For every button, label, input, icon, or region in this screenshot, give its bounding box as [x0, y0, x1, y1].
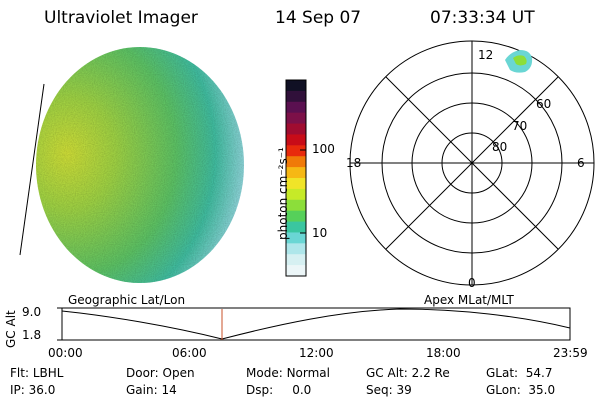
mlt-label-12: 12: [478, 48, 494, 62]
time-label: 07:33:34 UT: [430, 8, 535, 28]
colorbar-band: [286, 80, 306, 92]
timeline-xtick-0000: 00:00: [48, 346, 83, 360]
timeline-left-label: Geographic Lat/Lon: [68, 293, 186, 307]
timeline-xtick-1200: 12:00: [299, 346, 334, 360]
timeline-right-label: Apex MLat/MLT: [424, 293, 514, 307]
earth-disk: [36, 47, 244, 283]
colorbar-band: [286, 265, 306, 277]
info-glon: GLon: 35.0: [486, 383, 556, 397]
timeline-xtick-0600: 06:00: [172, 346, 207, 360]
mlt-label-18: 18: [346, 156, 362, 170]
date-label: 14 Sep 07: [275, 8, 362, 28]
info-filter: Flt: LBHL: [10, 366, 64, 380]
colorbar-band: [286, 156, 306, 168]
info-mode: Mode: Normal: [246, 366, 330, 380]
colorbar-band: [286, 134, 306, 146]
colorbar-band: [286, 167, 306, 179]
colorbar-tick-100: 100: [312, 142, 335, 156]
colorbar-band: [286, 123, 306, 136]
info-dsp: Dsp: 0.0: [246, 383, 312, 397]
colorbar-band: [286, 232, 306, 244]
colorbar-band: [286, 178, 306, 190]
mlt-label-0: 0: [468, 276, 476, 290]
colorbar-band: [286, 221, 306, 234]
info-glat: GLat: 54.7: [486, 366, 553, 380]
altitude-curve: [61, 308, 571, 340]
info-gc-alt: GC Alt: 2.2 Re: [366, 366, 450, 380]
colorbar-band: [286, 112, 306, 125]
colorbar-band: [286, 90, 306, 103]
timeline-ytick-low: 1.8: [22, 328, 42, 342]
timeline-ytick-high: 9.0: [22, 305, 42, 319]
colorbar-tick-10: 10: [312, 226, 328, 240]
colorbar-band: [286, 210, 306, 223]
colorbar-band: [286, 243, 306, 255]
timeline-xtick-1800: 18:00: [426, 346, 461, 360]
info-ip: IP: 36.0: [10, 383, 56, 397]
colorbar-bands: [286, 80, 306, 277]
colorbar-band: [286, 199, 306, 212]
colorbar-band: [286, 188, 306, 201]
app-title: Ultraviolet Imager: [44, 8, 198, 28]
lat-label-80: 80: [492, 140, 508, 154]
info-door: Door: Open: [126, 366, 195, 380]
colorbar-band: [286, 145, 306, 157]
info-seq: Seq: 39: [366, 383, 412, 397]
limb-line: [19, 83, 45, 256]
colorbar-band: [286, 101, 306, 114]
colorbar-band: [286, 254, 306, 266]
info-gain: Gain: 14: [126, 383, 177, 397]
lat-label-70: 70: [512, 119, 528, 133]
timeline-xtick-2359: 23:59: [553, 346, 588, 360]
mlt-label-6: 6: [577, 156, 585, 170]
lat-label-60: 60: [536, 97, 552, 111]
